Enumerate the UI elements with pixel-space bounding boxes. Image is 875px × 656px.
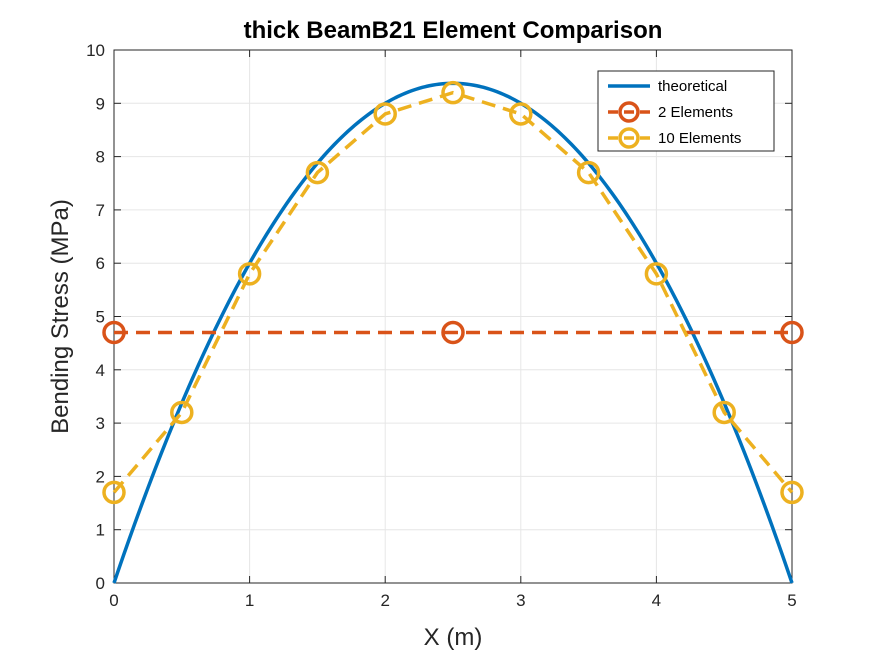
y-tick-label: 1 (96, 521, 105, 540)
axis-ticks: 0 1 2 3 4 5 0 1 2 3 4 5 6 7 8 9 10 (86, 41, 797, 610)
y-tick-label: 2 (96, 467, 105, 486)
y-axis-label: Bending Stress (MPa) (47, 199, 74, 434)
data-point (305, 160, 330, 185)
x-axis-label: X (m) (424, 624, 483, 651)
legend-item: theoretical (608, 78, 727, 95)
y-tick-label: 4 (96, 361, 105, 380)
legend-item: 2 Elements (608, 101, 733, 123)
x-tick-label: 4 (652, 591, 661, 610)
series-10-elements (102, 80, 804, 505)
series-2-elements (102, 320, 804, 345)
data-point (237, 262, 262, 286)
legend-label: 2 Elements (658, 104, 733, 121)
x-tick-label: 0 (109, 591, 118, 610)
y-tick-label: 7 (96, 201, 105, 220)
legend-label: theoretical (658, 78, 727, 95)
data-point (102, 480, 126, 505)
data-point (102, 320, 126, 345)
data-point (441, 80, 465, 105)
legend-item: 10 Elements (608, 127, 741, 149)
y-tick-label: 9 (96, 94, 105, 113)
y-tick-label: 6 (96, 254, 105, 273)
data-point (576, 160, 601, 185)
y-tick-label: 10 (86, 41, 105, 60)
legend-marker (618, 127, 640, 149)
x-tick-label: 2 (380, 591, 389, 610)
y-tick-label: 0 (96, 574, 105, 593)
data-point (712, 400, 736, 425)
legend-marker (618, 101, 640, 123)
data-point (780, 480, 804, 505)
series-group (102, 80, 804, 584)
chart-title: thick BeamB21 Element Comparison (244, 17, 663, 44)
data-point (509, 102, 533, 126)
y-tick-label: 3 (96, 414, 105, 433)
data-point (644, 262, 669, 286)
series-line (112, 90, 794, 494)
data-point (373, 102, 397, 126)
legend-label: 10 Elements (658, 130, 741, 147)
legend: theoretical 2 Elements 10 Elements (597, 70, 775, 152)
data-point (441, 320, 465, 345)
x-tick-label: 1 (245, 591, 254, 610)
x-tick-label: 3 (516, 591, 525, 610)
y-tick-label: 5 (96, 308, 105, 327)
data-point (170, 400, 194, 425)
x-tick-label: 5 (787, 591, 796, 610)
y-tick-label: 8 (96, 148, 105, 167)
data-point (780, 320, 804, 345)
